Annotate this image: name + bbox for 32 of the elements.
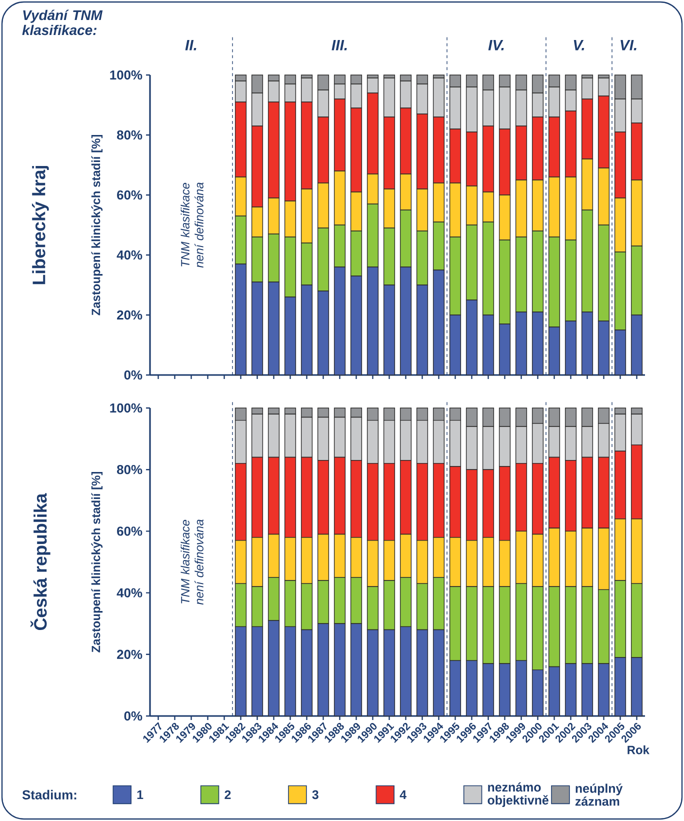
- text: Liberecký kraj: [32, 166, 49, 284]
- text: II.: [185, 40, 196, 50]
- y-tick-label: 100%: [110, 403, 142, 413]
- text: IV.: [488, 40, 504, 50]
- text: Česká republika: [30, 493, 50, 630]
- legend-label: neznámo objektivně: [488, 782, 548, 808]
- y-tick-label: 80%: [116, 130, 142, 140]
- y-tick-label: 40%: [116, 250, 142, 260]
- legend-label: 3: [312, 790, 318, 800]
- legend-label: 4: [400, 790, 406, 799]
- y-tick-label: 0%: [124, 711, 142, 721]
- text: III.: [332, 40, 347, 50]
- text: VI.: [620, 40, 636, 50]
- y-tick-label: 20%: [117, 650, 142, 659]
- legend-label: 1: [137, 790, 144, 799]
- x-axis-title: Rok: [628, 745, 650, 754]
- y-tick-label: 60%: [117, 190, 142, 200]
- y-axis-title: Zastoupení klinických stadií [%]: [91, 134, 103, 316]
- y-tick-label: 60%: [117, 526, 142, 536]
- annotation: TNM klasifikace není definována: [180, 520, 204, 605]
- annotation: TNM klasifikace není definována: [180, 182, 204, 268]
- legend-label: 2: [224, 790, 231, 800]
- y-tick-label: 80%: [116, 465, 142, 474]
- y-tick-label: 100%: [110, 70, 142, 80]
- y-axis-title: Zastoupení klinických stadií [%]: [91, 472, 103, 652]
- chart-subtitle: Vydání TNM klasifikace:: [22, 10, 103, 36]
- y-tick-label: 0%: [124, 370, 142, 380]
- legend-label: neúplný záznam: [575, 784, 623, 806]
- y-tick-label: 20%: [117, 310, 142, 320]
- text: V.: [574, 40, 584, 50]
- y-tick-label: 40%: [116, 588, 142, 598]
- legend-title: Stadium:: [22, 790, 76, 800]
